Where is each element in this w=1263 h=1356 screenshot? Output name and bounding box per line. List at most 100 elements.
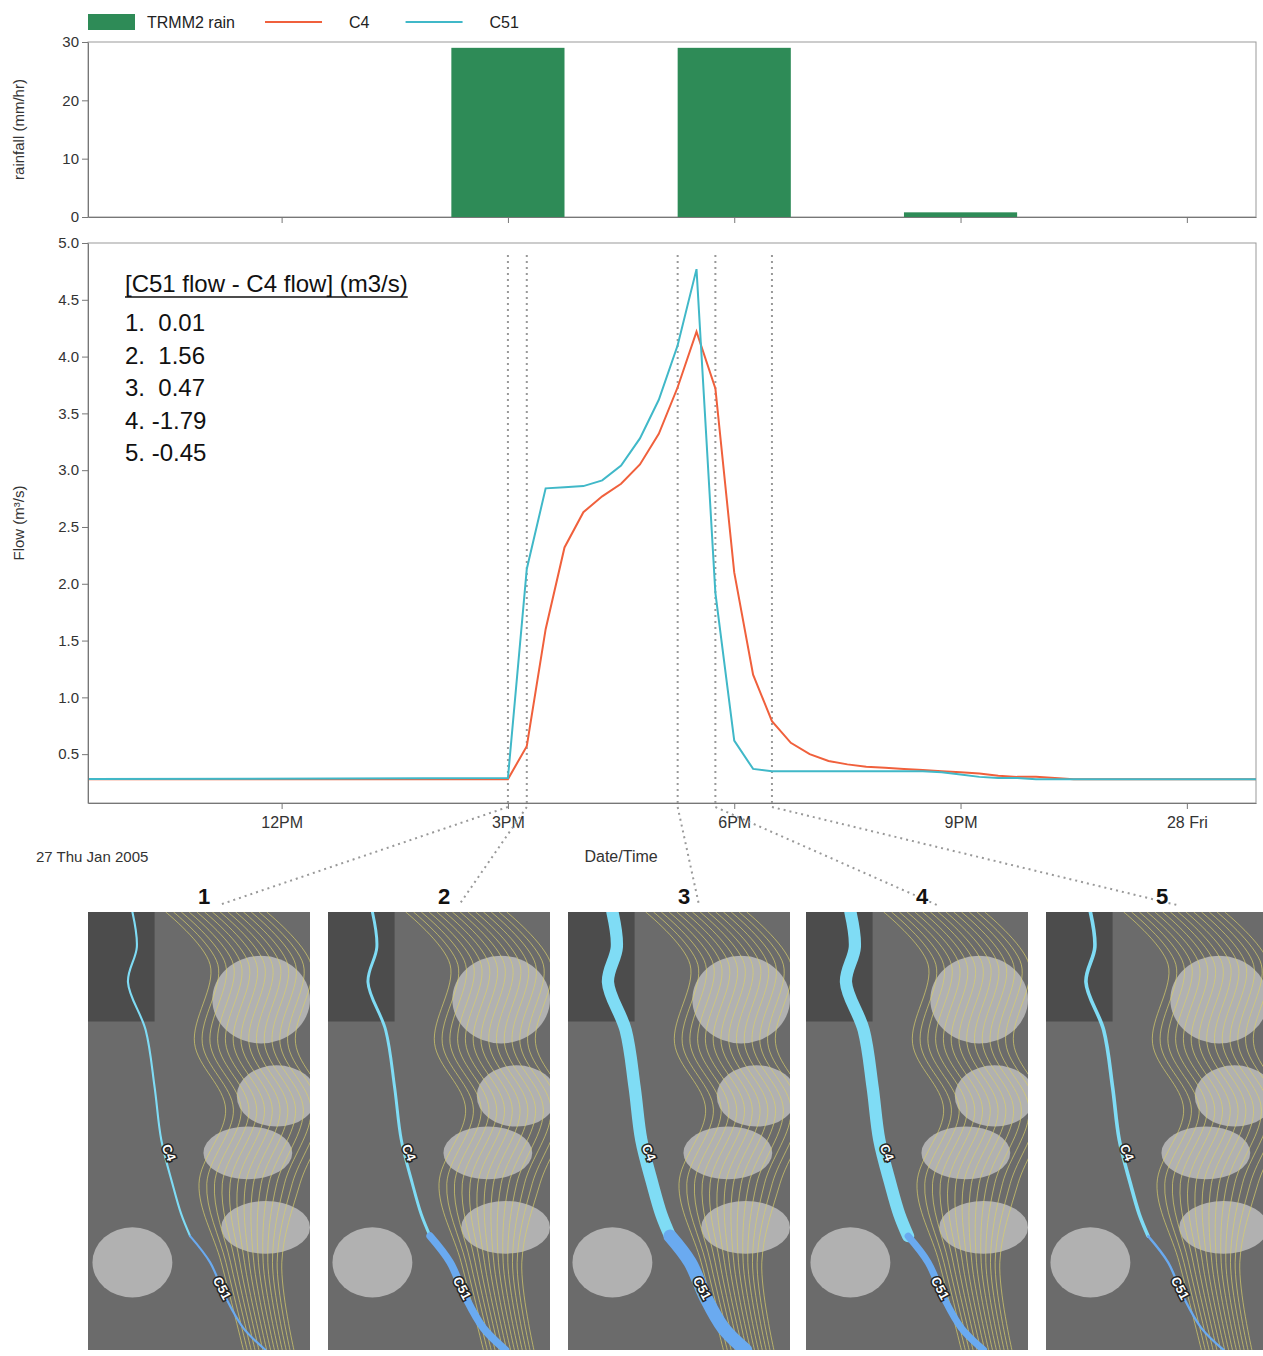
map-patch xyxy=(452,956,550,1044)
marker-line xyxy=(714,255,716,803)
map-patch xyxy=(692,956,790,1044)
tick: 5.0 xyxy=(58,234,88,251)
tick: 1.5 xyxy=(58,632,88,649)
contour xyxy=(267,912,310,1350)
tick-mark xyxy=(282,803,283,809)
contour xyxy=(969,912,1028,1350)
contour xyxy=(1201,912,1261,1350)
contour xyxy=(731,912,790,1350)
tick: 3.0 xyxy=(58,461,88,478)
x-axis xyxy=(89,217,1257,223)
contour xyxy=(907,912,973,1350)
tick-mark xyxy=(282,217,283,223)
tick: 4.5 xyxy=(58,291,88,308)
tick: 4.0 xyxy=(58,348,88,365)
river-reach xyxy=(1086,912,1148,1236)
tick-label: 9PM xyxy=(945,814,978,831)
contour xyxy=(646,912,724,1350)
axis-line xyxy=(88,43,89,218)
reach-label: C51 xyxy=(1168,1274,1192,1302)
tick: 30 xyxy=(62,33,88,50)
annotation-item: 5. -0.45 xyxy=(125,439,206,466)
contour xyxy=(716,912,776,1350)
contour xyxy=(429,912,495,1350)
tick-mark xyxy=(961,803,962,809)
contour xyxy=(236,912,296,1350)
map-background xyxy=(806,912,1028,1350)
tick-mark xyxy=(508,217,509,223)
river-reach xyxy=(1148,1236,1223,1350)
tick: 3.5 xyxy=(58,405,88,422)
tick-mark xyxy=(1187,217,1188,223)
map-patch xyxy=(572,1227,652,1297)
bar xyxy=(451,48,564,217)
reach-label: C51 xyxy=(928,1274,952,1302)
axis-title: Flow (m³/s) xyxy=(10,486,27,561)
tick: 2.5 xyxy=(58,518,88,535)
tick-label: 4.0 xyxy=(58,348,79,365)
contour xyxy=(1217,912,1263,1350)
connector xyxy=(772,807,1177,905)
map-patch xyxy=(461,1201,550,1254)
map-patch xyxy=(212,956,310,1044)
annotation-item: 4. -1.79 xyxy=(125,407,206,434)
tick xyxy=(961,217,962,223)
contour xyxy=(166,912,244,1350)
marker-line xyxy=(507,255,509,803)
contour xyxy=(923,912,983,1350)
map-patch xyxy=(930,956,1028,1044)
tick-label: 4.5 xyxy=(58,291,79,308)
reach-label: C4 xyxy=(159,1142,179,1164)
contour xyxy=(1163,912,1223,1350)
reach-label: C4 xyxy=(399,1142,419,1164)
legend-label: C51 xyxy=(490,14,519,31)
tick-mark xyxy=(82,100,88,101)
panel-label: 3 xyxy=(678,884,690,909)
contour xyxy=(243,912,303,1350)
tick: 9PM xyxy=(945,803,978,831)
tick: 0.5 xyxy=(58,745,88,762)
contour xyxy=(445,912,505,1350)
panel-label: 4 xyxy=(916,884,929,909)
tick: 12PM xyxy=(261,803,303,831)
tick: 0 xyxy=(71,208,88,225)
tick-mark xyxy=(82,159,88,160)
axis-title: rainfall (mm/hr) xyxy=(10,79,27,180)
reach-label: C4 xyxy=(639,1142,659,1164)
tick-label: 3.0 xyxy=(58,461,79,478)
lines xyxy=(88,269,1256,779)
underline xyxy=(125,296,408,298)
tick: 6PM xyxy=(718,803,751,831)
annotation-item: 3. 0.47 xyxy=(125,374,205,401)
reach-label: C51 xyxy=(450,1274,474,1302)
map-patch xyxy=(939,1201,1028,1254)
map-panel: C4 C51 xyxy=(568,912,807,1350)
connector xyxy=(219,807,508,905)
tick-label: 6PM xyxy=(718,814,751,831)
contour xyxy=(181,912,251,1350)
tick-mark xyxy=(82,357,88,358)
river-reach xyxy=(908,1236,983,1350)
bar xyxy=(904,212,1017,217)
legend-swatch xyxy=(265,21,322,23)
contour xyxy=(476,912,536,1350)
bar xyxy=(678,48,791,217)
tick-label: 30 xyxy=(62,33,79,50)
contour xyxy=(661,912,731,1350)
reach-label: C51 xyxy=(690,1274,714,1302)
contour xyxy=(669,912,735,1350)
contour xyxy=(499,912,550,1350)
contour xyxy=(483,912,543,1350)
tick-mark xyxy=(734,217,735,223)
tick xyxy=(734,217,735,223)
line xyxy=(88,332,1256,780)
river-reach xyxy=(846,912,908,1236)
contour xyxy=(406,912,484,1350)
contour xyxy=(685,912,745,1350)
tick: 10 xyxy=(62,150,88,167)
contour xyxy=(1139,912,1209,1350)
panel-label: 2 xyxy=(438,884,450,909)
contour xyxy=(205,912,265,1350)
reach-label: C4 xyxy=(877,1142,897,1164)
tick-mark xyxy=(508,803,509,809)
